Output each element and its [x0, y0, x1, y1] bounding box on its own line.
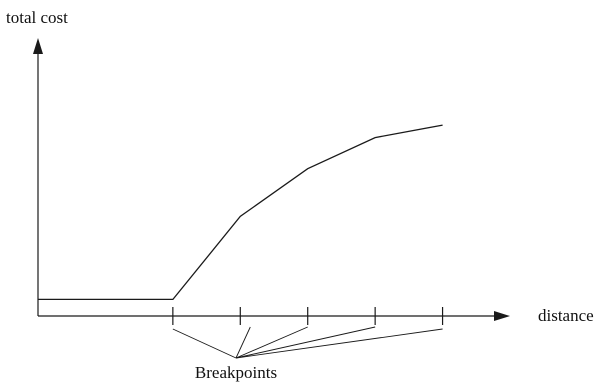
breakpoint-pointer-4 — [235, 326, 376, 359]
x-axis — [38, 311, 510, 321]
y-axis — [33, 38, 43, 316]
breakpoint-pointer-1 — [172, 328, 237, 359]
x-axis-label: distance — [538, 306, 594, 325]
breakpoint-pointer-3 — [235, 326, 308, 359]
x-axis-arrow — [494, 311, 510, 321]
breakpoints-label: Breakpoints — [195, 363, 277, 382]
breakpoint-pointers — [172, 326, 443, 359]
breakpoint-pointer-5 — [235, 328, 443, 359]
breakpoint-pointer-2 — [235, 326, 251, 359]
breakpoint-ticks — [172, 307, 444, 325]
y-axis-label: total cost — [6, 8, 68, 27]
y-axis-arrow — [33, 38, 43, 54]
total-cost-line — [38, 124, 443, 301]
